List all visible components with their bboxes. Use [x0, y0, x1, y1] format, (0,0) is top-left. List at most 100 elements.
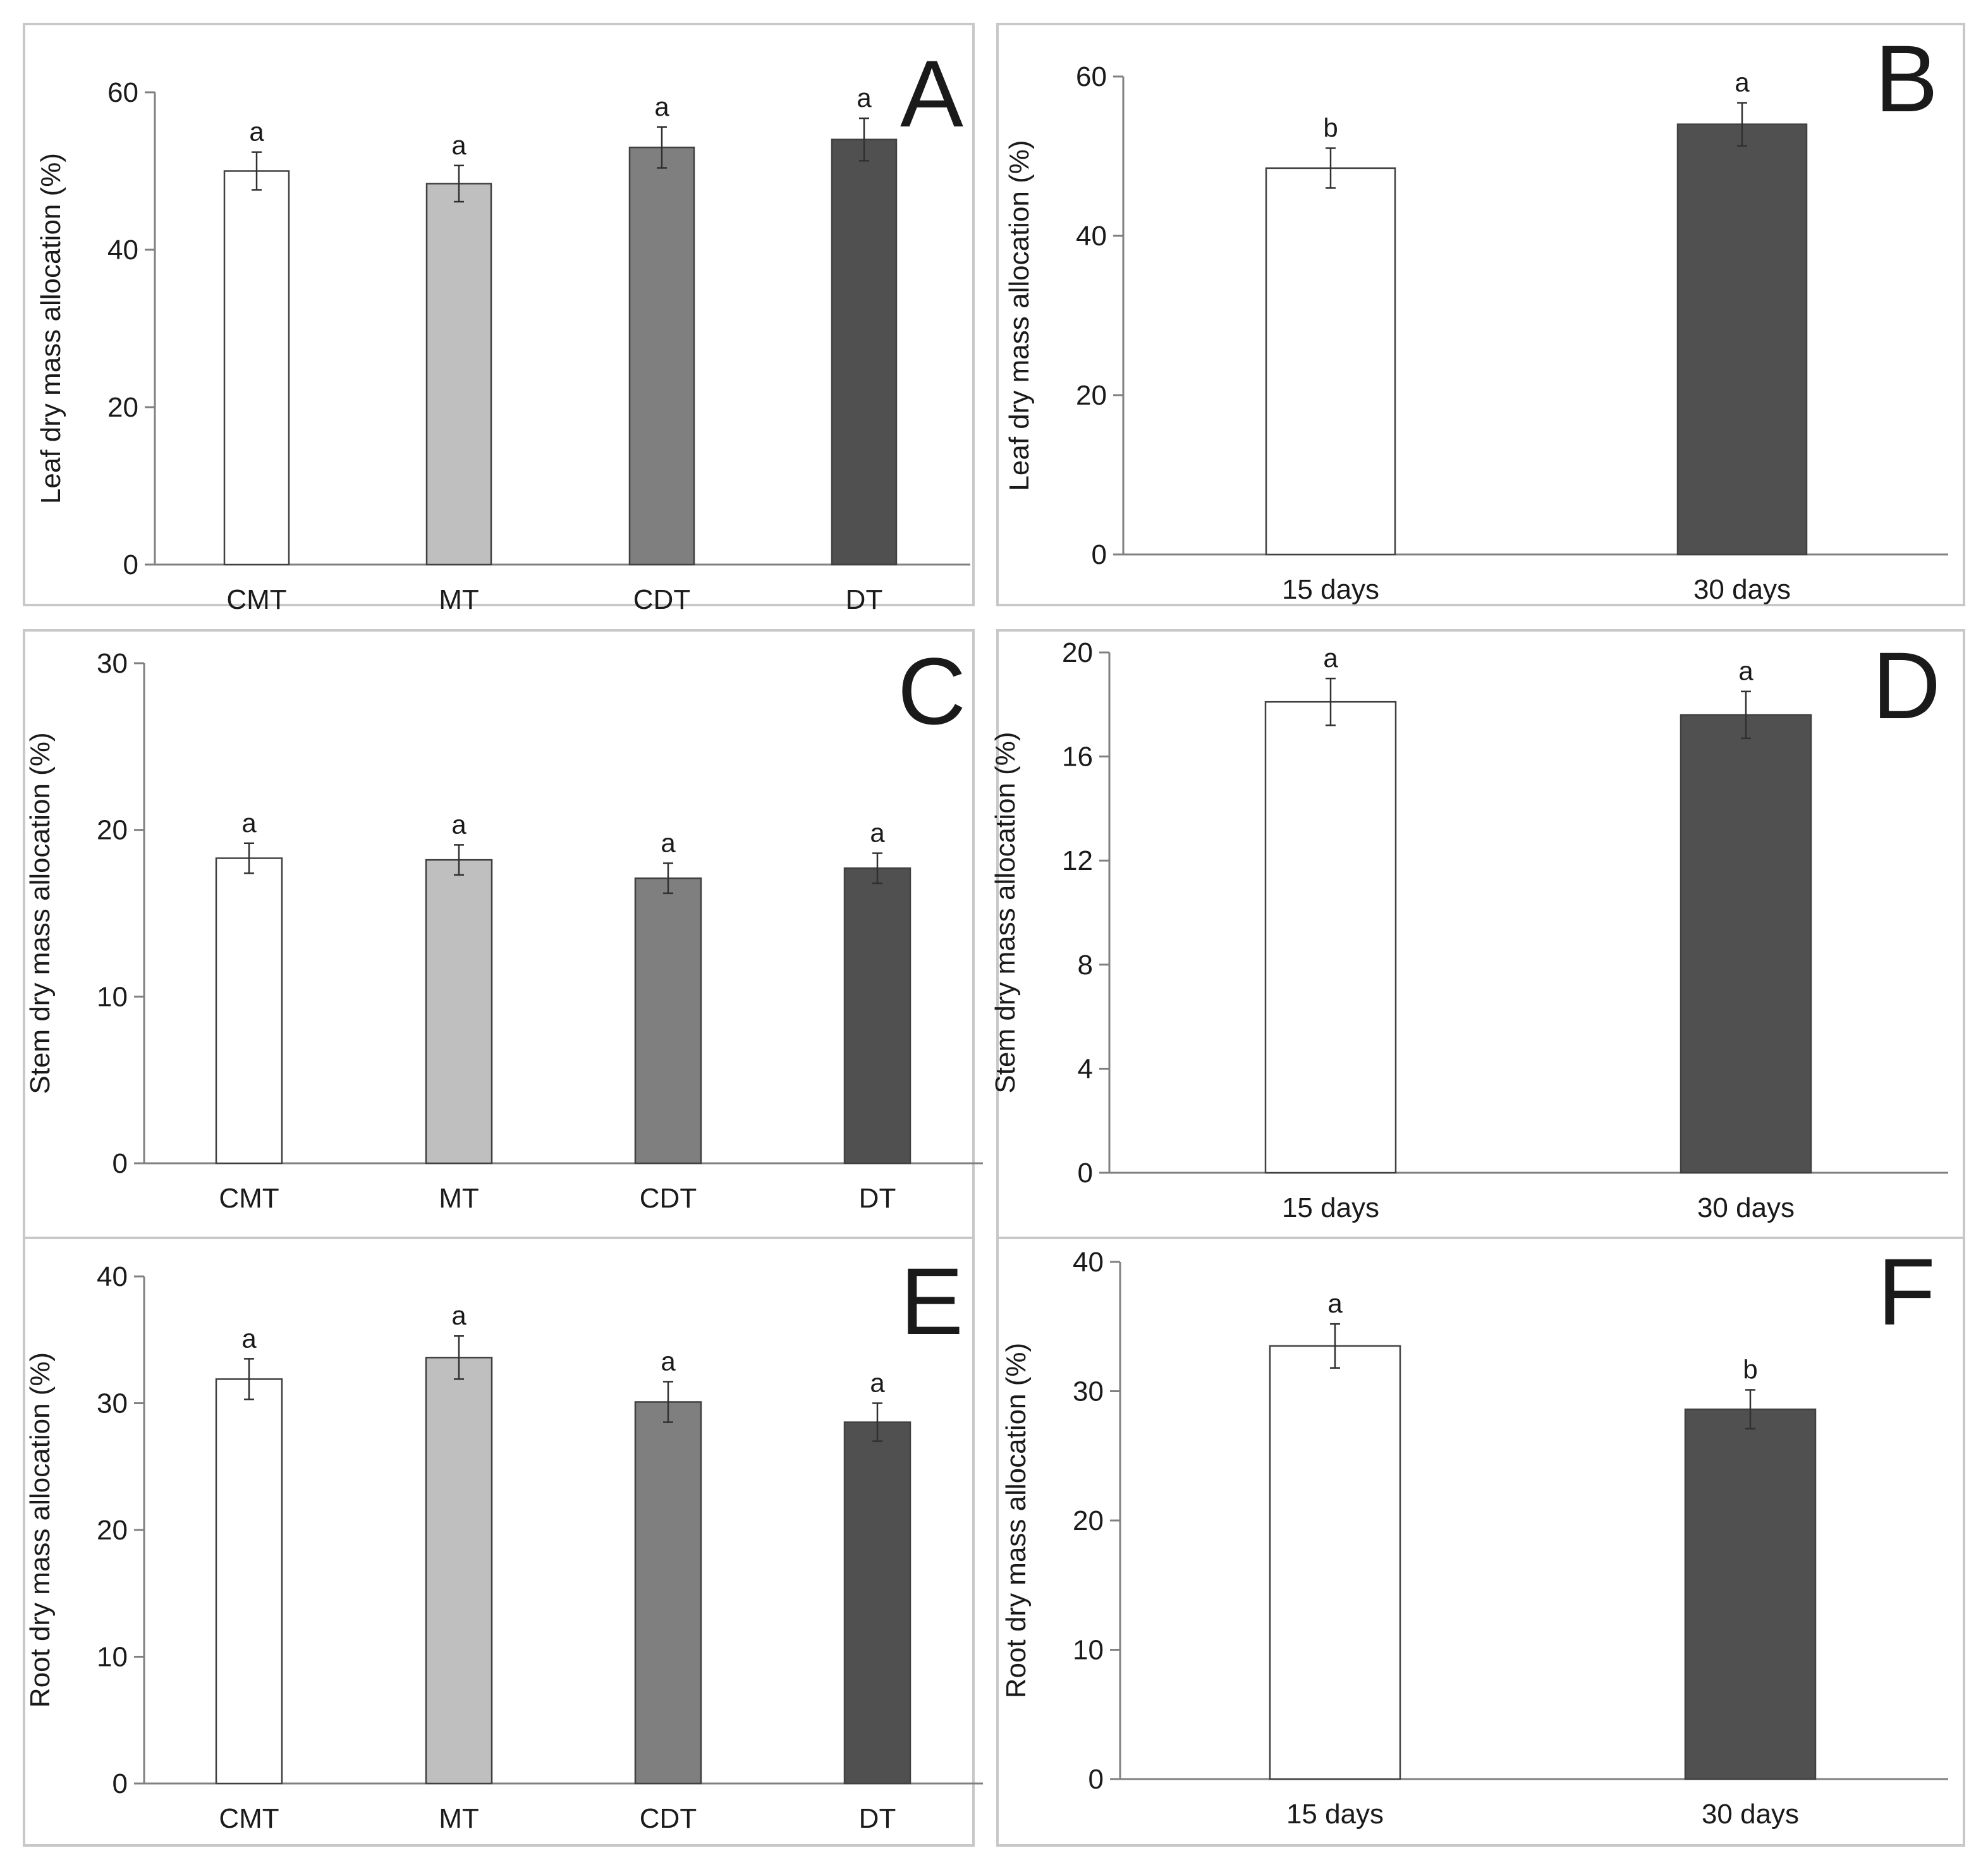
panel-a-category-label: CDT [633, 584, 690, 615]
panel-f-y-tick-label: 10 [1073, 1635, 1104, 1666]
panel-d-bar [1264, 700, 1397, 1174]
panel-e-category-label: CDT [640, 1803, 697, 1834]
panel-e-bar [634, 1401, 702, 1785]
panel-c-y-tick-label: 30 [97, 648, 128, 679]
panel-e-significance-label: a [451, 1300, 467, 1330]
panel-b-category-label: 30 days [1693, 574, 1791, 605]
panel-e-bar [215, 1378, 283, 1785]
panel-a-y-axis-title: Leaf dry mass allocation (%) [35, 153, 66, 504]
panel-d-letter: D [1872, 632, 1941, 738]
panel-b-bar [1676, 123, 1808, 556]
panel-d-y-tick-label: 4 [1078, 1053, 1093, 1084]
panel-c-significance-label: a [241, 808, 257, 838]
panel-b-y-tick-label: 20 [1076, 380, 1107, 411]
panel-b-y-tick-label: 0 [1092, 539, 1107, 570]
panel-d-y-tick-label: 8 [1078, 950, 1093, 981]
panel-b-y-axis-title: Leaf dry mass allocation (%) [1004, 140, 1035, 491]
panel-c-category-label: DT [859, 1183, 896, 1214]
panel-b-y-tick-label: 60 [1076, 61, 1107, 92]
panel-f-y-tick-label: 20 [1073, 1505, 1104, 1536]
panel-f: 0 10 20 30 40 a 15 days b 30 days Root dry mass a… [996, 1237, 1965, 1847]
panel-d-category-label: 15 days [1282, 1192, 1379, 1223]
panel-e-bar [425, 1357, 493, 1785]
panel-a-y-tick-label: 60 [107, 77, 138, 108]
panel-d-significance-label: a [1323, 643, 1338, 673]
panel-b-y-tick-label: 40 [1076, 221, 1107, 252]
panel-a-y-tick-label: 40 [107, 235, 138, 266]
panel-d-significance-label: a [1738, 656, 1753, 686]
panel-a-significance-label: a [654, 92, 669, 121]
panel-a-bar [831, 138, 898, 566]
panel-a-bar [628, 146, 695, 566]
panel-d-y-tick-label: 16 [1062, 742, 1093, 773]
panel-e-border [23, 1237, 975, 1847]
panel-e-category-label: MT [439, 1803, 479, 1834]
panel-f-y-tick-label: 0 [1089, 1764, 1104, 1795]
panel-c-significance-label: a [451, 809, 467, 839]
panel-e-y-tick-label: 20 [97, 1515, 128, 1546]
panel-a-significance-label: a [451, 130, 467, 160]
panel-d-bar [1680, 714, 1812, 1174]
panel-f-significance-label: a [1327, 1288, 1343, 1318]
panel-c-y-tick-label: 0 [113, 1148, 128, 1179]
panel-f-category-label: 30 days [1702, 1799, 1799, 1830]
panel-e-y-axis-title: Root dry mass allocation (%) [25, 1352, 56, 1708]
panel-a-category-label: DT [846, 584, 883, 615]
panel-c-letter: C [898, 638, 966, 744]
panel-e-significance-label: a [870, 1368, 885, 1398]
panel-c-bar [634, 877, 702, 1165]
panel-b-letter: B [1875, 25, 1938, 132]
panel-b-border [996, 23, 1965, 606]
panel-d-y-tick-label: 20 [1062, 637, 1093, 668]
panel-e-significance-label: a [661, 1346, 676, 1376]
panel-e-y-tick-label: 10 [97, 1642, 128, 1673]
panel-f-significance-label: b [1743, 1354, 1757, 1384]
panel-c-bar [425, 859, 493, 1165]
panel-b-significance-label: b [1323, 113, 1338, 142]
panel-b: 0 20 40 60 b 15 days a 30 days Leaf dry mass all… [996, 23, 1965, 606]
panel-f-y-tick-label: 40 [1073, 1247, 1104, 1278]
panel-b-category-label: 15 days [1282, 574, 1379, 605]
panel-a-category-label: MT [439, 584, 479, 615]
panel-f-category-label: 15 days [1286, 1799, 1384, 1830]
panel-f-bar [1269, 1345, 1401, 1780]
panel-e-category-label: CMT [219, 1803, 279, 1834]
panel-d-y-tick-label: 0 [1078, 1158, 1093, 1189]
panel-a-significance-label: a [249, 117, 264, 147]
panel-e-letter: E [900, 1248, 963, 1354]
panel-d-y-axis-title: Stem dry mass allocation (%) [990, 731, 1021, 1093]
panel-c-category-label: CDT [640, 1183, 697, 1214]
panel-f-letter: F [1877, 1239, 1936, 1345]
panel-f-border [996, 1237, 1965, 1847]
panel-a-letter: A [900, 40, 963, 147]
panel-e-y-tick-label: 30 [97, 1388, 128, 1419]
panel-c-category-label: CMT [219, 1183, 279, 1214]
panel-c-y-tick-label: 10 [97, 981, 128, 1012]
panel-a-y-tick-label: 20 [107, 392, 138, 423]
panel-c-bar [843, 867, 912, 1165]
panel-f-bar [1684, 1408, 1817, 1780]
panel-e-significance-label: a [241, 1323, 257, 1353]
panel-e: 0 10 20 30 40 a CMT a MT a CDT a DT Root dry mass all… [23, 1237, 983, 1847]
panel-f-y-tick-label: 30 [1073, 1376, 1104, 1407]
panel-b-significance-label: a [1735, 68, 1750, 97]
panel-e-y-tick-label: 40 [97, 1261, 128, 1292]
panel-c-significance-label: a [870, 818, 885, 848]
panel-b-bar [1265, 167, 1396, 556]
panel-c-y-tick-label: 20 [97, 815, 128, 846]
panel-a: 0 20 40 60 a CMT a MT a CDT a DT Leaf dry mass alloc… [23, 23, 975, 615]
panel-a-bar [223, 170, 290, 566]
panel-a-bar [425, 183, 492, 566]
panel-d-y-tick-label: 12 [1062, 845, 1093, 876]
panel-c-significance-label: a [661, 828, 676, 857]
panel-a-category-label: CMT [226, 584, 286, 615]
panel-e-y-tick-label: 0 [113, 1768, 128, 1799]
panel-a-significance-label: a [857, 83, 872, 113]
panel-a-border [23, 23, 975, 606]
panel-f-y-axis-title: Root dry mass allocation (%) [1001, 1343, 1032, 1698]
panel-d-category-label: 30 days [1697, 1192, 1795, 1223]
panel-c-y-axis-title: Stem dry mass allocation (%) [25, 732, 56, 1094]
